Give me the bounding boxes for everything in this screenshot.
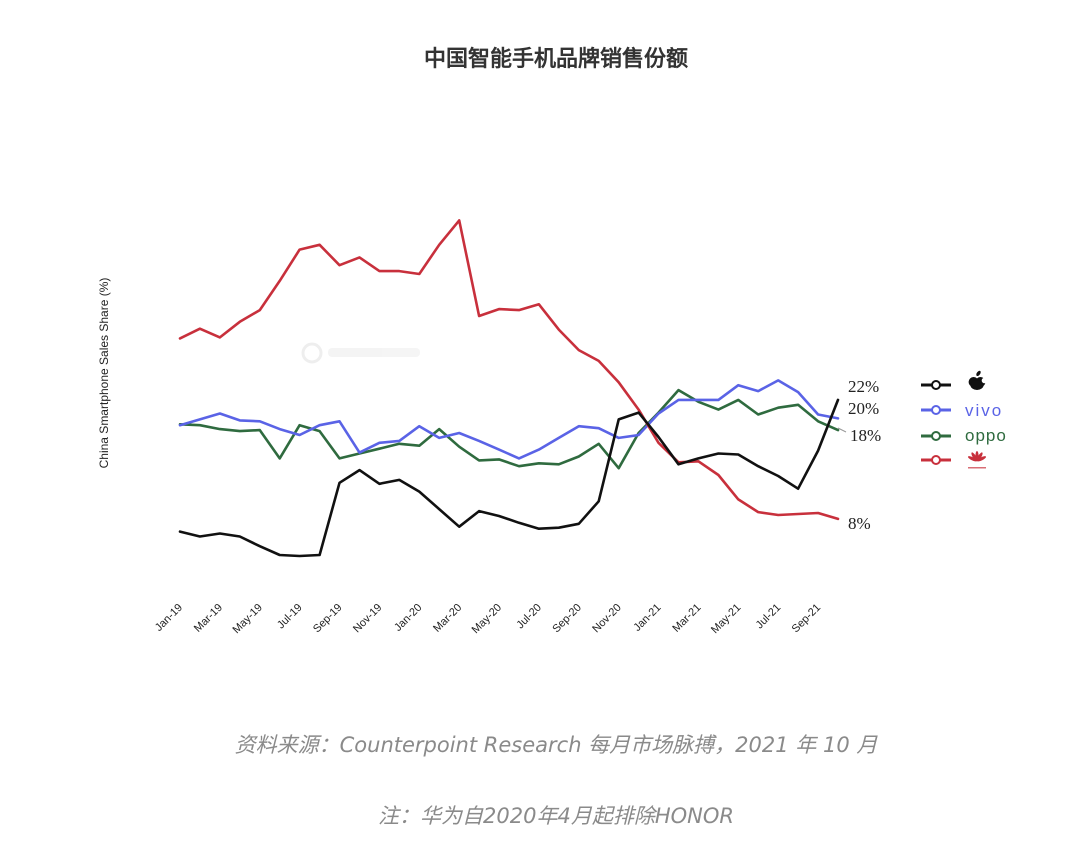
end-label-vivo: 20% xyxy=(848,399,879,418)
legend-item-huawei xyxy=(921,451,987,469)
x-axis-ticks: Jan-19 Mar-19 May-19 Jul-19 Sep-19 Nov-19 Jan-… xyxy=(153,602,823,636)
x-tick-label: Sep-21 xyxy=(790,602,824,636)
x-tick-label: Sep-19 xyxy=(311,602,345,636)
legend: vivo oppo xyxy=(921,370,1007,469)
legend-item-oppo: oppo xyxy=(921,426,1007,445)
legend-item-apple xyxy=(921,370,988,390)
legend-label-oppo: oppo xyxy=(965,426,1007,445)
series-line-vivo xyxy=(178,379,840,460)
x-tick-label: Mar-21 xyxy=(670,602,703,635)
x-tick-label: Jan-19 xyxy=(153,602,185,634)
source-note: 资料来源：Counterpoint Research 每月市场脉搏，2021 年… xyxy=(235,733,879,757)
apple-logo-icon xyxy=(968,370,988,390)
legend-item-vivo: vivo xyxy=(921,401,1003,420)
end-label-oppo: 18% xyxy=(850,426,881,445)
end-label-oppo-leader xyxy=(837,427,847,433)
series-line-huawei xyxy=(178,219,840,521)
footnote: 注：华为自2020年4月起排除HONOR xyxy=(378,804,734,828)
x-tick-label: Jan-21 xyxy=(631,602,663,634)
series-line-oppo xyxy=(178,388,840,470)
chart-title: 中国智能手机品牌销售份额 xyxy=(424,46,688,72)
x-tick-label: Jul-20 xyxy=(514,602,544,632)
x-tick-label: May-19 xyxy=(230,602,264,636)
x-tick-label: May-21 xyxy=(709,602,743,636)
x-tick-label: Nov-20 xyxy=(590,602,624,636)
end-label-huawei: 8% xyxy=(848,514,871,533)
x-tick-label: Nov-19 xyxy=(351,602,385,636)
x-tick-label: Jul-19 xyxy=(275,602,305,632)
end-label-apple: 22% xyxy=(848,377,879,396)
legend-label-vivo: vivo xyxy=(965,401,1003,420)
x-tick-label: Sep-20 xyxy=(550,602,584,636)
huawei-logo-icon xyxy=(967,451,987,469)
series-line-apple xyxy=(178,398,840,558)
watermark xyxy=(301,342,420,364)
x-tick-label: Mar-19 xyxy=(192,602,225,635)
x-tick-label: May-20 xyxy=(470,602,504,636)
x-tick-label: Jan-20 xyxy=(392,602,424,634)
plot-area xyxy=(178,219,840,558)
y-axis-label: China Smartphone Sales Share (%) xyxy=(97,278,111,469)
x-tick-label: Jul-21 xyxy=(754,602,784,632)
end-labels: 22% 20% 18% 8% xyxy=(837,377,881,533)
x-tick-label: Mar-20 xyxy=(431,602,464,635)
